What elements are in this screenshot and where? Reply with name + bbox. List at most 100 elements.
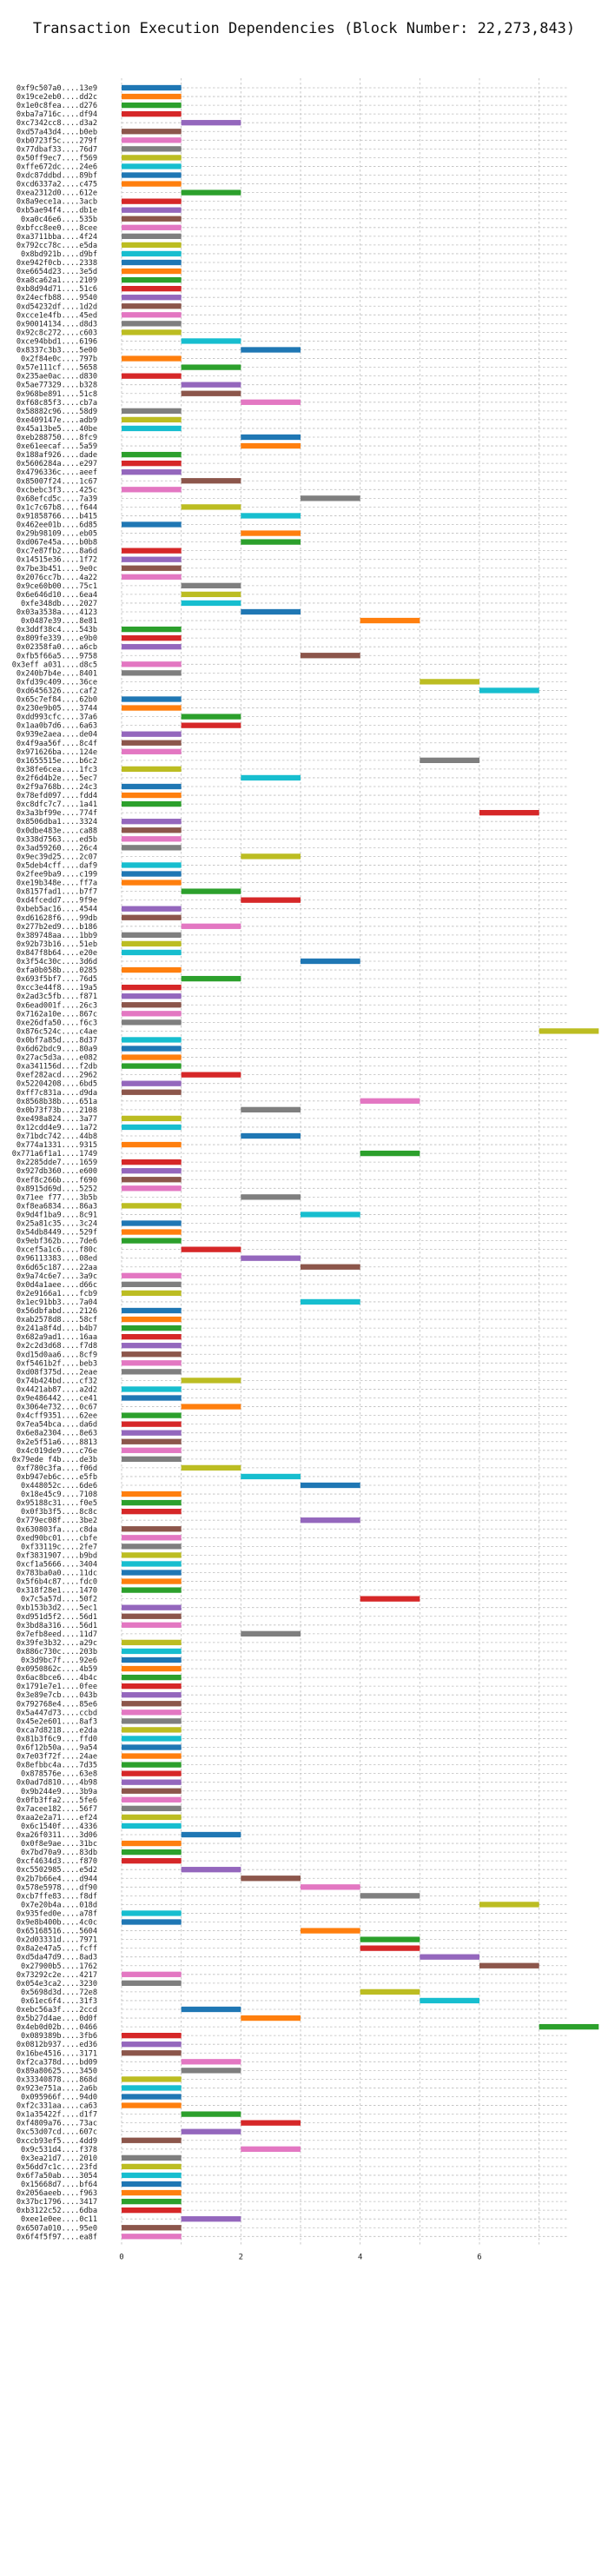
transaction-bar [122,1535,182,1541]
transaction-bar [122,670,182,676]
y-tick-label: 0x9a74c6e7....3a9c [17,1272,97,1281]
transaction-bar [122,748,182,754]
transaction-bar [122,845,182,851]
y-tick-label: 0x3e89e7cb....043b [17,1691,97,1700]
y-tick-label: 0x85007f24....1c67 [17,477,97,486]
transaction-bar [122,111,182,117]
y-tick-label: 0x50ff9ec7....f569 [17,154,97,163]
y-tick-label: 0x878576e....63e8 [21,1770,97,1779]
y-tick-label: 0x971626ba....124e [17,748,97,757]
y-tick-labels: 0xf9c507a0....13e90x19ce2eb0....dd2c0x1e… [12,84,97,2241]
y-tick-label: 0xed90bc01....cbfe [17,1534,97,1543]
y-tick-label: 0x886c730c....203b [17,1648,97,1656]
transaction-bar [122,1325,182,1331]
transaction-bar [360,1098,420,1104]
y-tick-label: 0x1791e7e1....0fee [17,1683,97,1691]
y-tick-label: 0x0d4a1aee....d66c [17,1281,97,1290]
transaction-bar [122,1185,182,1192]
transaction-bar [122,783,182,790]
y-tick-label: 0x230e9b05....3744 [17,705,97,714]
transaction-bar [122,416,182,423]
transaction-bar [122,880,182,886]
transaction-bar [122,661,182,667]
transaction-bar [122,1587,182,1593]
transaction-bar [241,1473,301,1480]
transaction-bar [122,2076,182,2082]
transaction-bar [122,2234,182,2240]
x-tick-label: 4 [358,2253,362,2261]
transaction-bar [122,276,182,283]
transaction-bar [122,268,182,275]
transaction-bar [420,757,479,763]
transaction-bar [241,530,301,536]
y-tick-label: 0xf5461b2f....beb3 [17,1359,97,1368]
y-tick-label: 0x095966f....94d0 [21,2094,97,2102]
transaction-bar [122,1526,182,1532]
transaction-bar [479,1962,539,1969]
y-tick-label: 0x2285dde7....1659 [17,1159,97,1167]
transaction-bar [122,233,182,239]
transaction-bar [122,836,182,842]
transaction-bar [122,461,182,467]
transaction-bar [122,871,182,877]
transaction-bar [122,1544,182,1550]
transaction-bar [122,1727,182,1733]
y-tick-label: 0xd61628f6....99db [17,914,97,923]
y-tick-label: 0x45a13be5....40be [17,425,97,434]
y-tick-label: 0x7c5a57d....50f2 [21,1596,97,1604]
y-tick-label: 0x4c019de9....c76e [17,1447,97,1456]
y-tick-label: 0x876c524c....c4ae [17,1027,97,1036]
transaction-bar [360,1945,420,1951]
transaction-bar [122,2094,182,2100]
y-tick-label: 0x95188c31....f0e5 [17,1499,97,1508]
y-tick-label: 0x277b2ed9....b186 [17,923,97,932]
y-tick-label: 0x77dbaf33....76d7 [17,145,97,154]
y-tick-label: 0x3064e732....0c67 [17,1404,97,1412]
transaction-bar [360,1936,420,1942]
y-tick-label: 0x968be891....51c8 [17,390,97,399]
transaction-bar [181,2059,241,2065]
transaction-bar [122,224,182,230]
y-tick-label: 0x12cdd4e9....1a72 [17,1124,97,1132]
y-tick-label: 0x5606284a....e297 [17,460,97,468]
transaction-bar [122,1762,182,1768]
transaction-bar [122,198,182,204]
y-tick-label: 0x6e8a2304....8e63 [17,1430,97,1438]
y-tick-label: 0x4421ab87....a2d2 [17,1385,97,1394]
transaction-bar [241,513,301,519]
transaction-bar [122,216,182,222]
y-tick-label: 0x6d62bdc9....80a9 [17,1046,97,1054]
transaction-bar [122,1011,182,1017]
y-tick-label: 0x0dbe483e....ca88 [17,827,97,835]
y-tick-label: 0x1655515e....b6c2 [17,757,97,766]
y-tick-label: 0x1e0c8fea....d276 [17,102,97,110]
transaction-bar [122,574,182,580]
transaction-bar [122,740,182,746]
transaction-bar [181,390,241,396]
y-tick-label: 0x89a80625....3450 [17,2067,97,2075]
y-tick-label: 0x3ad59260....26c4 [17,844,97,853]
y-tick-label: 0x6f12b50a....9a54 [17,1744,97,1753]
transaction-bar [122,373,182,379]
transaction-bar [479,687,539,694]
transaction-bar [122,1063,182,1069]
transaction-bar [181,582,241,588]
transaction-bar [301,1482,360,1489]
y-tick-label: 0x0ad7d810....4b98 [17,1779,97,1788]
y-tick-label: 0xe61eecaf....5a59 [17,442,97,451]
transaction-bar [301,1298,360,1305]
transaction-bar [122,949,182,956]
y-tick-label: 0x5ae77329....b328 [17,382,97,390]
transaction-bar [122,1805,182,1811]
transaction-bar [122,2102,182,2108]
y-tick-label: 0x54db8449....529f [17,1229,97,1238]
y-tick-label: 0x1c7c67b8....f644 [17,503,97,512]
y-tick-label: 0x1ec91bb3....7a04 [17,1298,97,1307]
transaction-bar [122,1613,182,1619]
y-tick-label: 0x16be4516....3171 [17,2049,97,2058]
y-tick-label: 0xe942f0cb....2338 [17,259,97,268]
transaction-bar [122,862,182,868]
y-tick-label: 0x0f8e9ae....31bc [21,1840,97,1849]
transaction-bar [122,1421,182,1427]
transaction-bar [122,635,182,641]
